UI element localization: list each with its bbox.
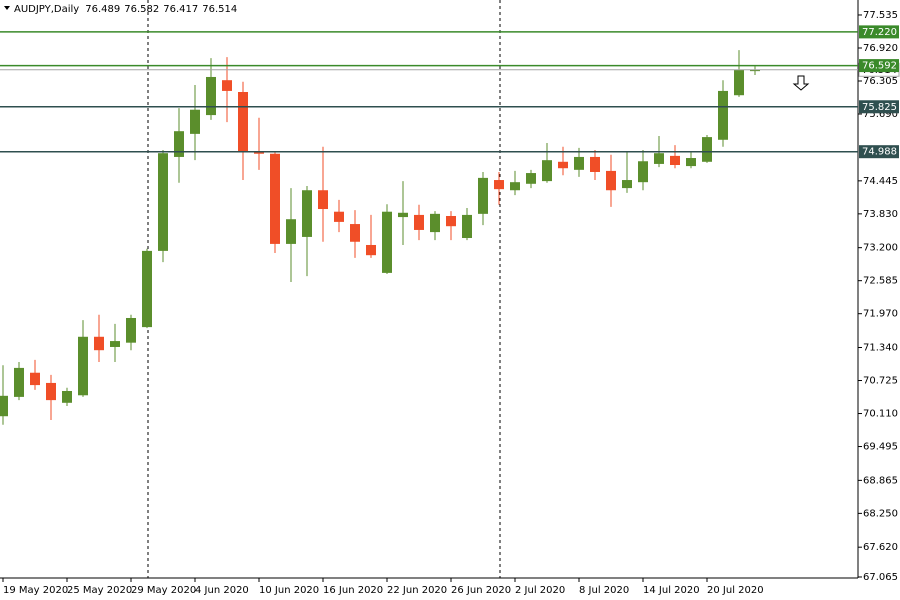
x-tick-label: 10 Jun 2020 (259, 585, 319, 596)
candle-body (382, 211, 392, 273)
menu-triangle[interactable] (4, 6, 10, 10)
x-tick-label: 20 Jul 2020 (707, 585, 764, 596)
y-tick-label: 73.200 (863, 243, 898, 254)
y-tick-label: 76.920 (863, 43, 898, 54)
candle-body (126, 317, 136, 343)
candle-body (30, 372, 40, 386)
candle-body (446, 215, 456, 227)
candle-body (222, 80, 232, 91)
candle-body (286, 219, 296, 244)
candle-body (750, 69, 760, 72)
y-tick-label: 70.110 (863, 409, 898, 420)
level-label-box (859, 100, 899, 114)
y-tick-label: 76.305 (863, 76, 898, 87)
ohlc-close: 76.514 (202, 4, 237, 15)
candle-body (462, 214, 472, 239)
candle-body (430, 213, 440, 233)
candle-body (62, 390, 72, 403)
y-tick-label: 74.445 (863, 176, 898, 187)
level-label: 77.220 (862, 27, 897, 38)
candle-body (174, 131, 184, 157)
candle-body (366, 244, 376, 256)
candle-body (350, 224, 360, 242)
x-tick-label: 25 May 2020 (67, 585, 132, 596)
y-tick-label: 72.585 (863, 276, 898, 287)
level-label: 74.988 (862, 147, 897, 158)
candle-body (94, 336, 104, 351)
candle-body (718, 90, 728, 140)
y-tick-label: 68.250 (863, 508, 898, 519)
ohlc-high: 76.582 (124, 4, 159, 15)
candle-body (238, 92, 248, 153)
candle-body (510, 182, 520, 191)
candle-body (494, 180, 504, 190)
x-tick-label: 19 May 2020 (3, 585, 68, 596)
sell-arrow (792, 75, 810, 91)
y-tick-label: 69.495 (863, 442, 898, 453)
y-tick-label: 70.725 (863, 376, 898, 387)
candle-body (14, 367, 24, 397)
candle-body (302, 190, 312, 237)
y-tick-label: 77.535 (863, 10, 898, 21)
candle-body (622, 180, 632, 189)
level-label: 76.592 (862, 61, 897, 72)
candle-body (638, 161, 648, 183)
candle-body (734, 69, 744, 96)
candle-body (158, 153, 168, 251)
candle-body (414, 214, 424, 230)
candle-body (686, 158, 696, 167)
y-tick-label: 75.690 (863, 109, 898, 120)
plot-area (0, 50, 760, 425)
y-tick-label: 67.620 (863, 542, 898, 553)
candle-body (110, 341, 120, 347)
chart-header: AUDJPY,Daily 76.489 76.582 76.417 76.514 (14, 4, 237, 15)
ohlc-open: 76.489 (85, 4, 120, 15)
y-tick-label: 71.970 (863, 309, 898, 320)
candle-body (542, 160, 552, 182)
level-label-box (859, 145, 899, 159)
candle-body (0, 395, 8, 417)
x-tick-label: 4 Jun 2020 (195, 585, 249, 596)
y-tick-label: 73.830 (863, 209, 898, 220)
x-tick-label: 26 Jun 2020 (451, 585, 511, 596)
x-tick-label: 22 Jun 2020 (387, 585, 447, 596)
symbol: AUDJPY,Daily (14, 4, 79, 15)
candle-body (478, 177, 488, 214)
x-tick-label: 16 Jun 2020 (323, 585, 383, 596)
y-tick-label: 71.340 (863, 343, 898, 354)
candle-body (574, 156, 584, 170)
level-label-box (859, 25, 899, 39)
x-tick-label: 14 Jul 2020 (643, 585, 700, 596)
ohlc-low: 76.417 (163, 4, 198, 15)
x-tick-label: 29 May 2020 (131, 585, 196, 596)
candle-body (606, 170, 616, 191)
candle-body (526, 173, 536, 184)
candle-body (78, 336, 88, 396)
candle-body (46, 382, 56, 401)
x-tick-label: 8 Jul 2020 (579, 585, 629, 596)
candle-body (142, 250, 152, 328)
y-tick-label: 67.065 (863, 572, 898, 583)
candle-body (702, 137, 712, 162)
candle-body (206, 76, 216, 116)
candle-body (334, 211, 344, 222)
candle-body (670, 155, 680, 166)
level-label: 75.825 (862, 102, 897, 113)
candle-body (590, 156, 600, 172)
candle-body (270, 153, 280, 244)
candle-body (190, 109, 200, 134)
candle-body (318, 190, 328, 210)
level-label-box (859, 59, 899, 73)
candle-body (558, 161, 568, 169)
y-tick-label: 68.865 (863, 475, 898, 486)
candle-body (654, 153, 664, 164)
x-tick-label: 2 Jul 2020 (515, 585, 565, 596)
candle-body (398, 212, 408, 218)
